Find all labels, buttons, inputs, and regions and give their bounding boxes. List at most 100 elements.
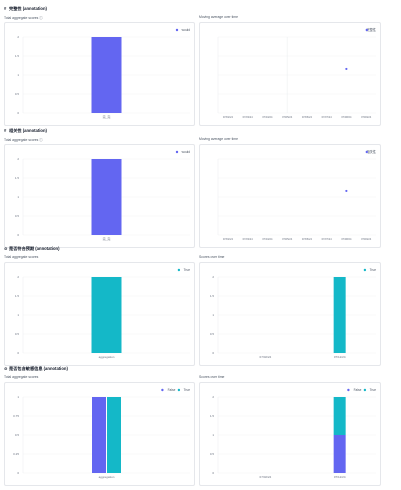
bar[interactable] bbox=[92, 397, 106, 473]
legend-swatch bbox=[175, 28, 179, 32]
right-chart: 完整性 07/02/24 07/03/24 07/04/24 07/05/24 07/06… bbox=[217, 27, 377, 119]
x-tick-label: 07/04/24 bbox=[262, 115, 273, 119]
right-panel-label: Scores over time bbox=[199, 255, 225, 259]
x-tick-label: 07/08/24 bbox=[341, 237, 352, 241]
y-tick-label: 0.5 bbox=[210, 332, 215, 336]
y-tick-label: 1.5 bbox=[15, 176, 20, 180]
y-tick-label: 0 bbox=[17, 111, 19, 115]
legend-swatch bbox=[161, 388, 164, 392]
bar[interactable] bbox=[333, 435, 346, 473]
x-tick-label: aggregation bbox=[99, 355, 115, 359]
legend-swatch bbox=[177, 388, 181, 392]
legend-label: would bbox=[182, 150, 191, 154]
right-panel-label: Moving average over time bbox=[199, 15, 239, 19]
x-tick-label: aggregation bbox=[99, 475, 115, 479]
legend-swatch bbox=[365, 28, 368, 32]
legend-swatch bbox=[363, 268, 367, 272]
x-tick-label: 07/09/24 bbox=[361, 237, 372, 241]
legend-label: True bbox=[184, 268, 191, 272]
section-title: # 相关性 (annotation) bbox=[4, 128, 47, 133]
x-tick-label: 07/02/24 bbox=[260, 475, 272, 479]
x-tick-label: 07/03/24 bbox=[243, 237, 254, 241]
y-tick-label: 0 bbox=[17, 233, 19, 237]
section-title: ⊘是否符合预期 (annotation) bbox=[4, 246, 60, 251]
x-tick-label: 07/06/24 bbox=[302, 237, 313, 241]
left-chart: would 2 1.5 1 0.5 0 完_完 bbox=[15, 150, 191, 241]
hash-icon: # bbox=[4, 128, 7, 133]
left-chart-card: True 2 1.5 1 0.5 0 aggregation bbox=[4, 262, 195, 366]
bar[interactable] bbox=[333, 397, 346, 435]
bar[interactable] bbox=[333, 277, 346, 353]
right-chart-card: 完整性 07/02/24 07/03/24 07/04/24 07/05/24 07/06… bbox=[199, 22, 381, 126]
check-circle-icon: ⊘ bbox=[4, 366, 8, 371]
y-tick-label: 0.5 bbox=[15, 433, 20, 437]
x-tick-label: 07/08/24 bbox=[341, 115, 352, 119]
legend-label: 相关性 bbox=[366, 149, 376, 154]
x-tick-label: 07/07/24 bbox=[322, 115, 333, 119]
y-tick-label: 0 bbox=[212, 351, 214, 355]
x-tick-label: 07/05/24 bbox=[282, 115, 293, 119]
check-circle-icon: ⊘ bbox=[4, 246, 8, 251]
y-tick-label: 2 bbox=[17, 35, 19, 39]
y-tick-label: 0.25 bbox=[13, 452, 19, 456]
y-tick-label: 0.5 bbox=[210, 452, 215, 456]
x-tick-label: 07/04/24 bbox=[262, 237, 273, 241]
y-tick-label: 1.5 bbox=[210, 414, 215, 418]
left-chart: True False 1 0.75 0.5 0.25 0 aggregation bbox=[13, 388, 191, 479]
bar[interactable] bbox=[91, 37, 122, 113]
y-tick-label: 0 bbox=[212, 471, 214, 475]
right-chart: True False 2 1.5 1 0.5 0 07/02/24 07/12/24 bbox=[210, 388, 376, 479]
x-tick-label: 07/12/24 bbox=[334, 475, 346, 479]
right-panel-label: Moving average over time bbox=[199, 137, 239, 141]
x-tick-label: 07/05/24 bbox=[282, 237, 293, 241]
y-tick-label: 1 bbox=[212, 313, 214, 317]
left-panel-label: Total aggregate scores bbox=[4, 375, 39, 379]
x-tick-label: 07/06/24 bbox=[302, 115, 313, 119]
left-chart-card: would 2 1.5 1 0.5 0 完_完 bbox=[4, 144, 195, 248]
left-panel-label: Total aggregate scores ⓘ bbox=[4, 138, 43, 142]
left-panel-label: Total aggregate scores ⓘ bbox=[4, 16, 43, 20]
left-chart-card: would 2 1.5 1 0.5 0 完_完 bbox=[4, 22, 195, 126]
bar[interactable] bbox=[91, 277, 122, 353]
y-tick-label: 0 bbox=[17, 351, 19, 355]
bar[interactable] bbox=[91, 159, 122, 235]
legend-label: False bbox=[354, 388, 362, 392]
y-tick-label: 2 bbox=[17, 157, 19, 161]
left-panel-label: Total aggregate scores bbox=[4, 255, 39, 259]
y-tick-label: 2 bbox=[17, 275, 19, 279]
x-tick-label: 07/02/24 bbox=[223, 115, 234, 119]
data-point[interactable] bbox=[345, 67, 348, 71]
y-tick-label: 0 bbox=[17, 471, 19, 475]
y-tick-label: 0.5 bbox=[15, 332, 20, 336]
y-tick-label: 1 bbox=[17, 395, 19, 399]
x-tick-label: 07/02/24 bbox=[223, 237, 234, 241]
bar[interactable] bbox=[107, 397, 121, 473]
data-point[interactable] bbox=[345, 189, 348, 193]
y-tick-label: 1.5 bbox=[15, 54, 20, 58]
right-panel-label: Scores over time bbox=[199, 375, 225, 379]
left-chart: would 2 1.5 1 0.5 0 完_完 bbox=[15, 28, 190, 119]
y-tick-label: 1.5 bbox=[15, 294, 20, 298]
hash-icon: # bbox=[4, 6, 7, 11]
y-tick-label: 1 bbox=[17, 313, 19, 317]
x-tick-label: 07/12/24 bbox=[334, 355, 346, 359]
y-tick-label: 1 bbox=[212, 433, 214, 437]
y-tick-label: 1.5 bbox=[210, 294, 215, 298]
x-tick-label: 07/02/24 bbox=[260, 355, 272, 359]
legend-swatch bbox=[177, 268, 181, 272]
y-tick-label: 0.75 bbox=[13, 414, 19, 418]
legend-swatch bbox=[363, 388, 367, 392]
legend-swatch bbox=[175, 150, 179, 154]
y-tick-label: 1 bbox=[17, 195, 19, 199]
x-tick-label: 07/03/24 bbox=[243, 115, 254, 119]
right-chart-card: True False 2 1.5 1 0.5 0 07/02/24 07/12/24 bbox=[199, 382, 381, 486]
right-chart: True 2 1.5 1 0.5 0 07/02/24 07/12/24 bbox=[210, 268, 376, 359]
x-tick-label: 完_完 bbox=[103, 114, 111, 119]
right-chart-card: True 2 1.5 1 0.5 0 07/02/24 07/12/24 bbox=[199, 262, 381, 366]
legend-label: False bbox=[168, 388, 176, 392]
x-tick-label: 完_完 bbox=[103, 236, 111, 241]
y-tick-label: 2 bbox=[212, 275, 214, 279]
y-tick-label: 0.5 bbox=[15, 92, 20, 96]
legend-label: True bbox=[184, 388, 191, 392]
section-title: # 完整性 (annotation) bbox=[4, 6, 47, 11]
